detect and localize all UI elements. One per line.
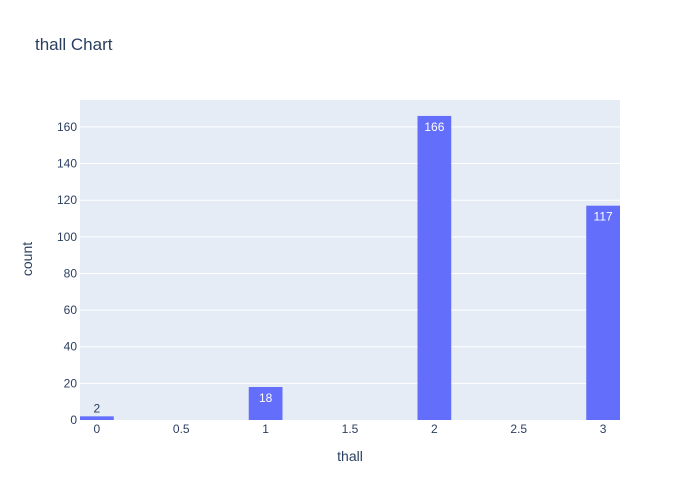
data-labels: 2 18 166 117 [94,120,613,415]
y-tick-label: 40 [64,340,78,354]
x-axis-title: thall [337,448,363,464]
x-axis-ticks: 0 0.5 1 1.5 2 2.5 3 [94,422,607,436]
x-tick-label: 3 [600,422,607,436]
x-tick-label: 0.5 [173,422,190,436]
bar-value-label: 18 [259,391,273,405]
x-tick-label: 2.5 [510,422,527,436]
x-tick-label: 1 [262,422,269,436]
y-tick-label: 80 [64,266,78,280]
y-axis-title: count [19,242,35,276]
y-tick-label: 140 [57,157,77,171]
bar [80,416,114,420]
y-tick-label: 0 [70,413,77,427]
bar-value-label: 166 [424,120,444,134]
x-tick-label: 2 [431,422,438,436]
y-tick-label: 60 [64,303,78,317]
chart-title: thall Chart [35,35,113,54]
bars [80,115,620,421]
y-tick-label: 100 [57,230,77,244]
y-axis-ticks: 0 20 40 60 80 100 120 140 160 [57,120,77,427]
gridlines [80,126,620,384]
x-tick-label: 1.5 [342,422,359,436]
bar-value-label: 117 [594,210,613,224]
bar-value-label: 2 [94,401,101,415]
x-tick-label: 0 [94,422,101,436]
plot-area [80,100,620,420]
bar [586,205,620,420]
y-tick-label: 160 [57,120,77,134]
y-tick-label: 120 [57,193,77,207]
bar [417,115,452,421]
y-tick-label: 20 [64,376,78,390]
bar [248,387,283,420]
